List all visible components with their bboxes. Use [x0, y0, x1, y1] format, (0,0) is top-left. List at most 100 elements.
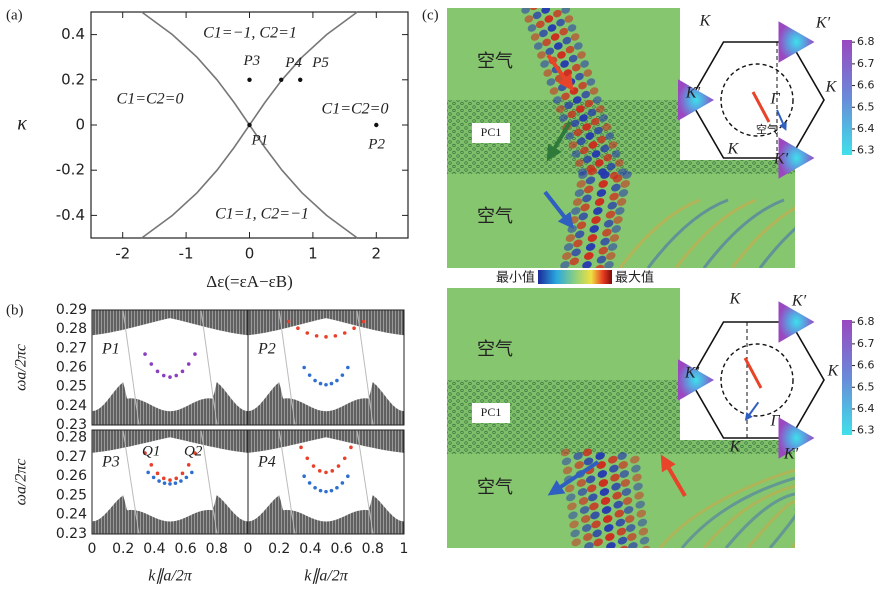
x-tick-label: -2: [115, 245, 130, 263]
wave-crest: [579, 506, 590, 514]
colorbar-tick-label: 6.3: [857, 424, 875, 437]
inset-note: 空气: [756, 122, 778, 136]
wave-crest: [592, 96, 602, 104]
wave-crest: [597, 470, 608, 478]
bulk-edge: [356, 310, 374, 425]
wave-crest: [602, 123, 612, 131]
wave-crest: [565, 484, 575, 493]
wave-crest: [614, 159, 624, 167]
band-gap: [248, 437, 404, 522]
subplot-label: P4: [257, 454, 276, 471]
wave-crest: [574, 189, 585, 197]
wave-crest: [593, 538, 603, 547]
wave-crest: [562, 252, 572, 260]
gamma-label: Γ: [769, 91, 780, 108]
wave-crest: [571, 248, 581, 257]
inset-label: K′: [791, 293, 807, 310]
wave-crest: [560, 261, 570, 268]
ripple: [618, 198, 701, 268]
wave-crest: [608, 141, 618, 149]
wave-crest: [583, 155, 592, 164]
wave-crest: [615, 518, 626, 527]
bulk-edge: [356, 430, 374, 534]
wave-crest: [578, 212, 589, 221]
wave-crest: [624, 515, 635, 523]
bulk-edge: [278, 310, 296, 425]
wave-crest: [630, 455, 640, 464]
subplot: P3 Q1 Q2: [91, 429, 249, 535]
wave-crest: [614, 509, 625, 518]
wave-crest: [572, 198, 583, 206]
point: [374, 122, 379, 128]
arrow: [543, 190, 574, 230]
x-tick-label: 0.6: [174, 541, 196, 557]
bulk-edge: [200, 310, 218, 425]
wave-crest: [613, 500, 623, 509]
wave-crest: [573, 452, 583, 460]
bulk-edge: [200, 430, 218, 534]
edge-state-point: [307, 373, 312, 377]
gamma-label: Γ: [769, 413, 780, 430]
crystal-strip: [447, 438, 795, 454]
wave-crest: [628, 542, 638, 548]
wave-crest: [611, 150, 621, 158]
wave-crest: [576, 137, 586, 146]
wave-crest: [590, 511, 600, 520]
wave-crest: [571, 63, 581, 72]
colormap-min: 最小值: [496, 270, 535, 286]
wave-crest: [632, 473, 642, 482]
colorbar: [842, 320, 852, 435]
edge-state-point: [299, 445, 303, 450]
y-tick-label: -0.2: [56, 161, 85, 179]
valley-triangle: [778, 21, 815, 63]
wave-crest: [591, 520, 601, 529]
wave-crest: [606, 252, 616, 260]
wave-crest: [537, 51, 546, 59]
wave-crest: [530, 33, 540, 41]
band-gap: [248, 318, 404, 412]
edge-state-point: [318, 488, 323, 493]
edge-state-point: [162, 481, 167, 485]
edge-state-point: [329, 381, 334, 386]
wave-crest: [564, 15, 574, 23]
wave-crest: [563, 243, 574, 251]
wave-crest: [521, 8, 531, 14]
valley-triangle: [778, 137, 815, 179]
y-tick-label: 0.23: [56, 526, 87, 542]
wave-crest: [618, 461, 628, 469]
wave-crest: [566, 493, 576, 502]
wave-crest: [574, 230, 585, 239]
wave-crest: [600, 237, 610, 246]
wave-crest: [561, 457, 572, 466]
colorbar-tick-label: 6.6: [857, 79, 875, 92]
edge-state-point: [186, 463, 191, 467]
edge-state-point: [286, 319, 291, 324]
edge-state-point: [313, 485, 317, 490]
y-tick-label: 0.26: [56, 360, 87, 376]
wave-crest: [564, 101, 574, 110]
panel-label: (b): [6, 302, 24, 318]
edge-state-point: [361, 319, 366, 324]
wave-crest: [620, 180, 630, 188]
ripple: [702, 198, 785, 268]
edge-state-point: [324, 382, 328, 387]
subplot-label: P3: [101, 454, 120, 471]
edge-state-point: [184, 475, 189, 480]
subplot-label: P2: [257, 341, 276, 358]
edge-state-point: [168, 482, 172, 486]
valley-triangle: [678, 79, 714, 121]
x-tick-label: 1: [308, 245, 318, 263]
inset-label: K′: [684, 365, 700, 382]
wave-crest: [609, 234, 620, 242]
edge-state-point: [157, 479, 161, 483]
edge-state-point: [168, 375, 172, 379]
wave-crest: [556, 18, 565, 27]
inset-label: K′: [815, 15, 831, 32]
subplot-content: [92, 310, 248, 425]
wave-crest: [553, 42, 563, 50]
region-label: C1=1, C2=−1: [215, 206, 309, 223]
wave-crest: [576, 221, 587, 230]
edge-state-point: [335, 485, 339, 490]
x-tick-label: 0.2: [268, 541, 290, 557]
